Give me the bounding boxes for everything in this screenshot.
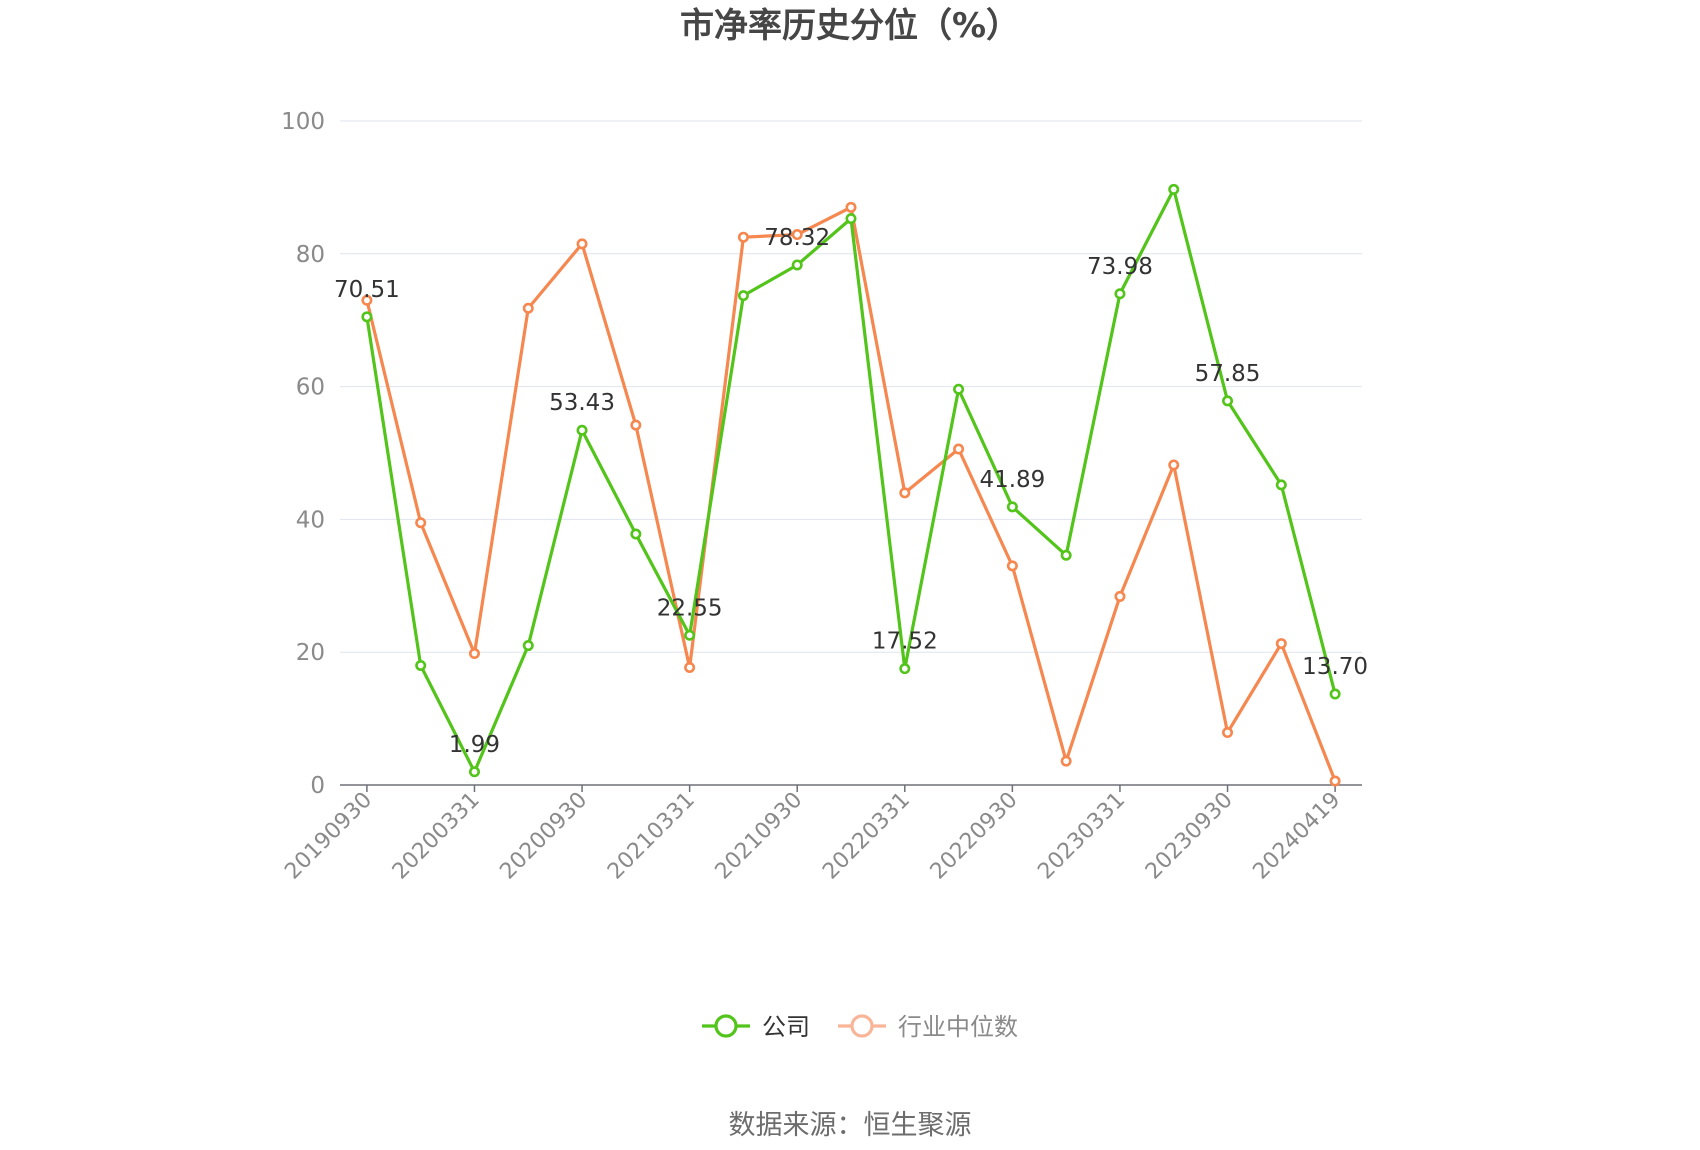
- y-tick-label: 100: [281, 109, 325, 135]
- data-labels: 70.51 1.99 53.43 22.55 78.32 17.52 41.89 73.98 5…: [334, 225, 1368, 758]
- data-label: 53.43: [549, 390, 615, 416]
- data-point[interactable]: [899, 487, 911, 499]
- data-point[interactable]: [415, 659, 427, 671]
- data-point[interactable]: [361, 311, 373, 323]
- data-point[interactable]: [737, 290, 749, 302]
- legend-label: 行业中位数: [898, 1013, 1018, 1041]
- legend-item-1[interactable]: 行业中位数: [838, 1013, 1018, 1041]
- data-label: 17.52: [872, 629, 938, 655]
- x-tick-label: 20240419: [1248, 788, 1345, 885]
- data-label: 1.99: [449, 732, 500, 758]
- data-point[interactable]: [899, 663, 911, 675]
- data-point[interactable]: [468, 766, 480, 778]
- data-label: 73.98: [1087, 254, 1153, 280]
- data-point[interactable]: [576, 238, 588, 250]
- data-point[interactable]: [953, 443, 965, 455]
- y-tick-label: 0: [310, 773, 325, 799]
- data-point[interactable]: [630, 528, 642, 540]
- data-point[interactable]: [791, 259, 803, 271]
- y-tick-label: 20: [296, 640, 325, 666]
- data-point[interactable]: [1060, 549, 1072, 561]
- data-point[interactable]: [1275, 638, 1287, 650]
- x-tick-label: 20230331: [1033, 788, 1130, 885]
- data-label: 13.70: [1302, 654, 1368, 680]
- legend-item-0[interactable]: 公司: [702, 1013, 810, 1041]
- data-point[interactable]: [1168, 459, 1180, 471]
- x-tick-label: 20210930: [711, 788, 808, 885]
- y-tick-label: 80: [296, 242, 325, 268]
- x-tick-label: 20210331: [603, 788, 700, 885]
- data-label: 57.85: [1195, 361, 1261, 387]
- data-point[interactable]: [630, 419, 642, 431]
- data-point[interactable]: [1329, 775, 1341, 787]
- data-point[interactable]: [845, 213, 857, 225]
- data-point[interactable]: [791, 229, 803, 241]
- legend-circle-icon: [850, 1014, 874, 1038]
- data-point[interactable]: [1006, 501, 1018, 513]
- data-point[interactable]: [1114, 590, 1126, 602]
- x-tick-label: 20190930: [280, 788, 377, 885]
- data-point[interactable]: [684, 629, 696, 641]
- data-point[interactable]: [1114, 288, 1126, 300]
- y-tick-label: 40: [296, 507, 325, 533]
- data-point[interactable]: [1168, 183, 1180, 195]
- x-tick-label: 20200930: [495, 788, 592, 885]
- data-point[interactable]: [1006, 560, 1018, 572]
- data-point[interactable]: [1222, 727, 1234, 739]
- data-point[interactable]: [576, 424, 588, 436]
- data-point[interactable]: [1222, 395, 1234, 407]
- chart-title: 市净率历史分位（%）: [680, 6, 1020, 46]
- data-point[interactable]: [522, 302, 534, 314]
- data-point[interactable]: [361, 294, 373, 306]
- series-line-0: [365, 187, 1337, 774]
- x-tick-label: 20220331: [818, 788, 915, 885]
- legend[interactable]: 公司 行业中位数: [702, 1013, 1018, 1041]
- x-tick-label: 20200331: [388, 788, 485, 885]
- x-tick-label: 20230930: [1141, 788, 1238, 885]
- data-point[interactable]: [522, 640, 534, 652]
- data-label: 22.55: [657, 595, 723, 621]
- legend-label: 公司: [762, 1013, 810, 1041]
- data-label: 41.89: [979, 467, 1045, 493]
- data-label: 78.32: [764, 225, 830, 251]
- data-point[interactable]: [1275, 479, 1287, 491]
- source-note: 数据来源：恒生聚源: [729, 1110, 972, 1141]
- data-point[interactable]: [1060, 755, 1072, 767]
- data-point[interactable]: [737, 231, 749, 243]
- x-tick-label: 20220930: [926, 788, 1023, 885]
- data-point[interactable]: [684, 661, 696, 673]
- data-label: 70.51: [334, 277, 400, 303]
- y-tick-label: 60: [296, 375, 325, 401]
- data-point[interactable]: [953, 383, 965, 395]
- series-line-1: [365, 205, 1337, 782]
- data-point[interactable]: [1329, 688, 1341, 700]
- data-point[interactable]: [468, 648, 480, 660]
- plot-area: [361, 183, 1341, 787]
- data-point[interactable]: [845, 201, 857, 213]
- data-point[interactable]: [415, 517, 427, 529]
- legend-circle-icon: [714, 1014, 738, 1038]
